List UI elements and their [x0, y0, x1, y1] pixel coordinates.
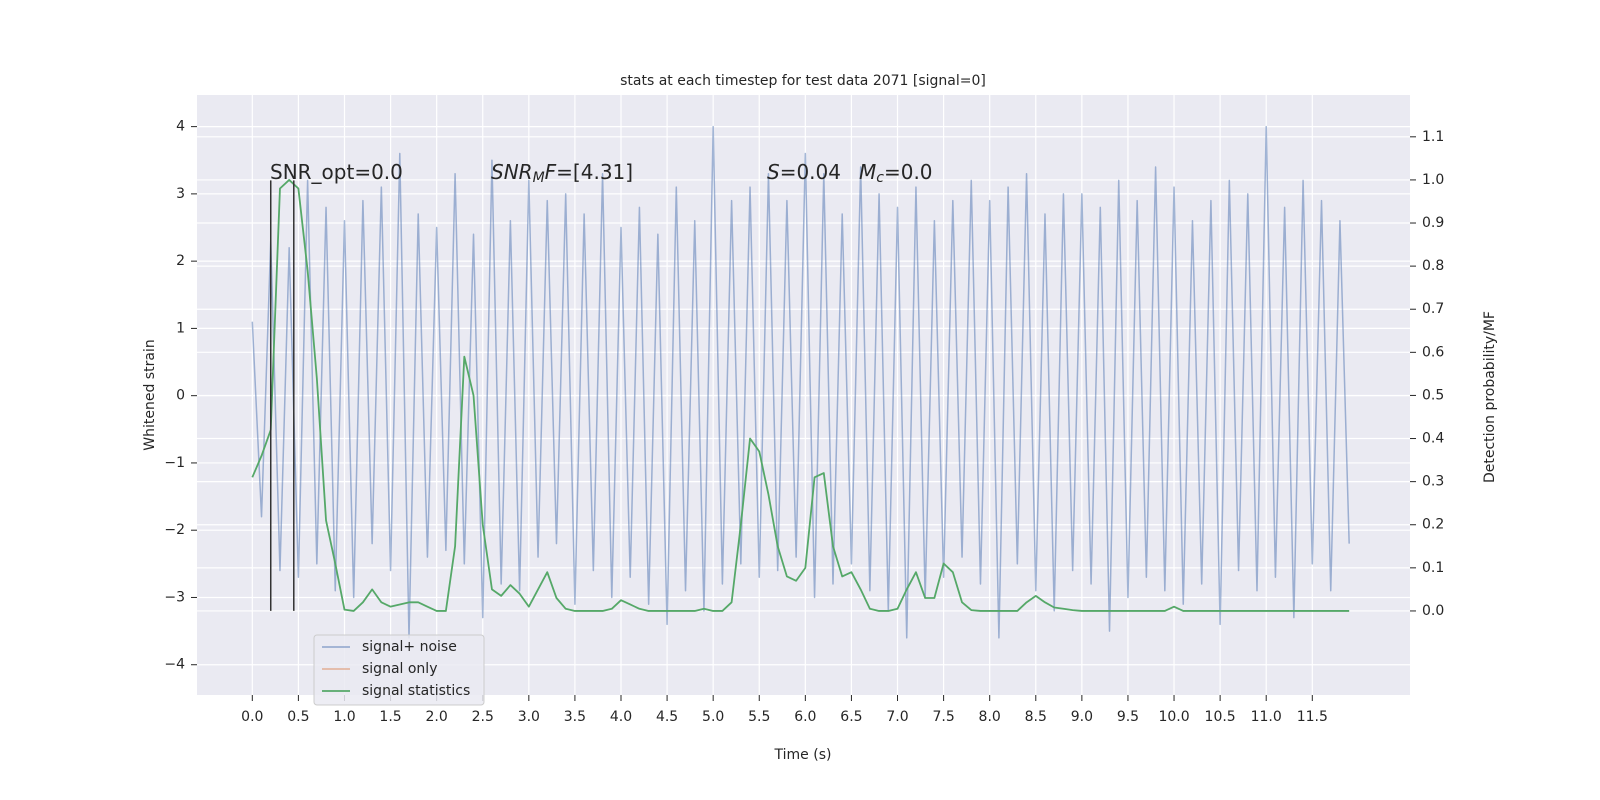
legend-label: signal statistics — [362, 683, 470, 699]
y2-tick-label: 0.3 — [1422, 474, 1444, 490]
annotation: Mc=0.0 — [859, 160, 933, 187]
annotation-part: F — [545, 160, 557, 184]
y-tick-label: 4 — [176, 119, 185, 135]
y-tick-label: −3 — [164, 589, 185, 605]
y2-tick-label: 0.1 — [1422, 560, 1444, 576]
x-tick-label: 0.0 — [241, 709, 263, 725]
x-tick-label: 8.0 — [979, 709, 1001, 725]
y2-tick-label: 1.1 — [1422, 129, 1444, 145]
y-tick-label: 1 — [176, 320, 185, 336]
y2-tick-label: 0.7 — [1422, 301, 1444, 317]
annotation-part: M — [859, 160, 876, 184]
series-line — [251, 125, 1350, 639]
annotation: SNRMF=[4.31] — [491, 160, 633, 187]
x-tick-label: 6.5 — [840, 709, 862, 725]
y2-tick-label: 1.0 — [1422, 172, 1444, 188]
annotation-part: M — [533, 170, 545, 186]
annotation-part: =0.0 — [884, 160, 933, 184]
y-tick-label: 3 — [176, 186, 185, 202]
y-tick-label: 2 — [176, 253, 185, 269]
x-tick-label: 2.5 — [472, 709, 494, 725]
y2-tick-label: 0.5 — [1422, 387, 1444, 403]
y2-tick-label: 0.2 — [1422, 517, 1444, 533]
x-tick-label: 1.5 — [379, 709, 401, 725]
y2-tick-label: 0.9 — [1422, 215, 1444, 231]
x-tick-label: 4.5 — [656, 709, 678, 725]
annotation-part: SNR_opt=0.0 — [270, 160, 403, 184]
x-tick-label: 9.5 — [1117, 709, 1139, 725]
x-tick-label: 10.5 — [1205, 709, 1236, 725]
x-tick-label: 6.0 — [794, 709, 816, 725]
legend-label: signal only — [362, 661, 437, 677]
x-tick-label: 1.0 — [333, 709, 355, 725]
y-tick-label: −4 — [164, 657, 185, 673]
x-tick-label: 0.5 — [287, 709, 309, 725]
legend-label: signal+ noise — [362, 639, 457, 655]
series-line — [251, 179, 1350, 612]
x-tick-label: 3.0 — [518, 709, 540, 725]
y2-tick-label: 0.4 — [1422, 431, 1444, 447]
annotation: SNR_opt=0.0 — [270, 160, 403, 184]
x-tick-label: 5.0 — [702, 709, 724, 725]
legend-box — [313, 634, 485, 706]
x-tick-label: 11.0 — [1251, 709, 1282, 725]
x-tick-label: 7.5 — [932, 709, 954, 725]
annotation-part: c — [876, 170, 884, 186]
y-tick-label: −1 — [164, 455, 185, 471]
y-tick-label: 0 — [176, 388, 185, 404]
y-tick-label: −2 — [164, 522, 185, 538]
annotation-part: =0.04 — [780, 160, 841, 184]
x-tick-label: 7.0 — [886, 709, 908, 725]
y-axis-label: Whitened strain — [142, 339, 158, 450]
x-tick-label: 8.5 — [1025, 709, 1047, 725]
annotation-part: =[4.31] — [556, 160, 633, 184]
y2-tick-label: 0.0 — [1422, 603, 1444, 619]
x-tick-label: 10.0 — [1158, 709, 1189, 725]
x-tick-label: 4.0 — [610, 709, 632, 725]
x-axis-label: Time (s) — [774, 747, 832, 763]
annotation: S=0.04 — [767, 160, 841, 184]
x-tick-label: 3.5 — [564, 709, 586, 725]
y2-tick-label: 0.6 — [1422, 344, 1444, 360]
annotation-part: S — [767, 160, 780, 184]
y2-tick-label: 0.8 — [1422, 258, 1444, 274]
y2-axis-label: Detection probability/MF — [1482, 311, 1498, 483]
x-tick-label: 9.0 — [1071, 709, 1093, 725]
x-tick-label: 11.5 — [1297, 709, 1328, 725]
x-tick-label: 2.0 — [426, 709, 448, 725]
chart-title: stats at each timestep for test data 207… — [620, 73, 986, 89]
x-tick-label: 5.5 — [748, 709, 770, 725]
annotation-part: SNR — [491, 160, 533, 184]
